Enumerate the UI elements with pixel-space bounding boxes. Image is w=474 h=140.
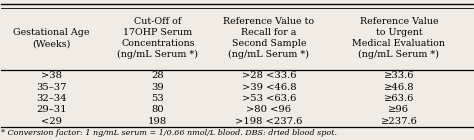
Text: ≥33.6: ≥33.6	[383, 71, 414, 80]
Text: >39 <46.8: >39 <46.8	[242, 83, 296, 92]
Text: 80: 80	[152, 105, 164, 114]
Text: Gestational Age
(Weeks): Gestational Age (Weeks)	[13, 28, 90, 48]
Text: <29: <29	[41, 117, 62, 126]
Text: Cut-Off of
17OHP Serum
Concentrations
(ng/mL Serum *): Cut-Off of 17OHP Serum Concentrations (n…	[118, 17, 198, 59]
Text: 28: 28	[152, 71, 164, 80]
Text: ≥237.6: ≥237.6	[381, 117, 417, 126]
Text: ≥46.8: ≥46.8	[383, 83, 414, 92]
Text: Reference Value
to Urgent
Medical Evaluation
(ng/mL Serum *): Reference Value to Urgent Medical Evalua…	[352, 17, 446, 59]
Text: 29–31: 29–31	[36, 105, 67, 114]
Text: 39: 39	[152, 83, 164, 92]
Text: ≥63.6: ≥63.6	[383, 94, 414, 103]
Text: * Conversion factor: 1 ng/mL serum = 1/0.66 nmol/L blood. DBS: dried blood spot.: * Conversion factor: 1 ng/mL serum = 1/0…	[0, 129, 337, 136]
Text: 32–34: 32–34	[36, 94, 67, 103]
Text: ≥96: ≥96	[388, 105, 410, 114]
Text: >53 <63.6: >53 <63.6	[242, 94, 296, 103]
Text: 35–37: 35–37	[36, 83, 67, 92]
Text: >80 <96: >80 <96	[246, 105, 292, 114]
Text: >198 <237.6: >198 <237.6	[235, 117, 302, 126]
Text: >38: >38	[41, 71, 62, 80]
Text: 53: 53	[152, 94, 164, 103]
Text: Reference Value to
Recall for a
Second Sample
(ng/mL Serum *): Reference Value to Recall for a Second S…	[223, 17, 314, 59]
Text: 198: 198	[148, 117, 167, 126]
Text: >28 <33.6: >28 <33.6	[242, 71, 296, 80]
